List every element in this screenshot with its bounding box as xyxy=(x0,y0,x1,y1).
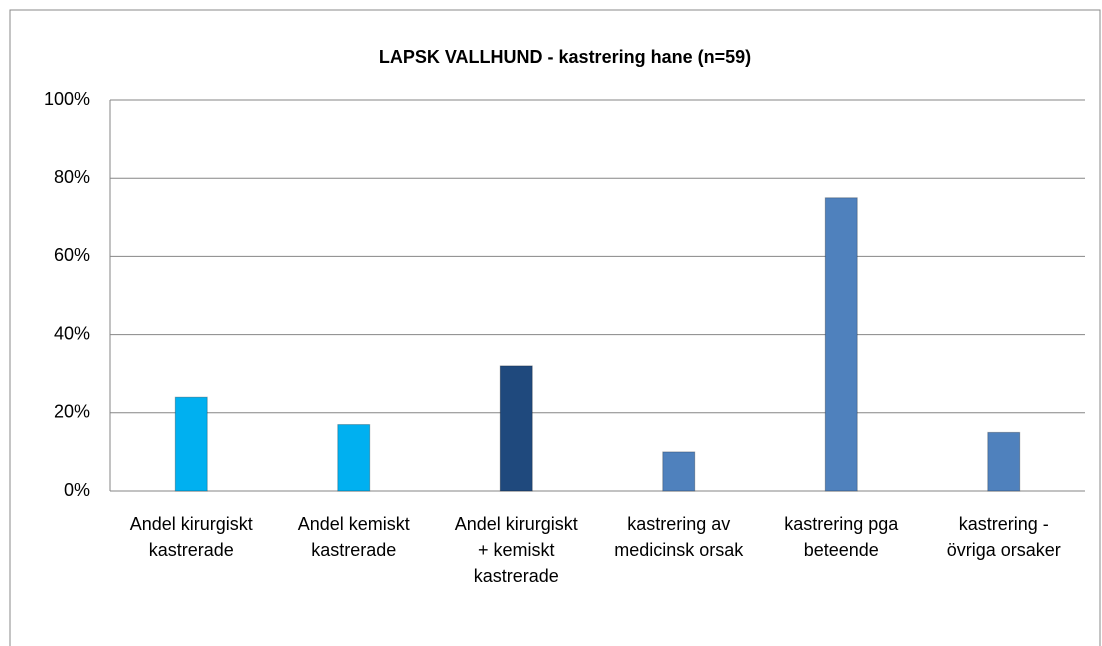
chart-title: LAPSK VALLHUND - kastrering hane (n=59) xyxy=(379,47,751,67)
y-tick-label: 20% xyxy=(54,402,90,422)
y-tick-label: 60% xyxy=(54,245,90,265)
bar xyxy=(337,424,371,492)
y-tick-label: 100% xyxy=(44,89,90,109)
y-tick-label: 40% xyxy=(54,323,90,343)
bar xyxy=(662,451,696,492)
x-tick-label: Andel kemiskt kastrerade xyxy=(297,514,410,560)
x-tick-label: Andel kirurgiskt + kemiskt kastrerade xyxy=(454,514,578,586)
bar xyxy=(987,431,1021,492)
y-tick-label: 80% xyxy=(54,167,90,187)
chart-frame xyxy=(9,9,1101,646)
bar xyxy=(824,197,858,492)
x-tick-label: kastrering pga beteende xyxy=(784,514,899,560)
y-tick-label: 0% xyxy=(64,480,90,500)
bar xyxy=(499,365,533,492)
x-tick-label: kastrering - övriga orsaker xyxy=(946,514,1061,560)
x-tick-label: kastrering av medicinsk orsak xyxy=(614,514,744,560)
x-tick-label: Andel kirurgiskt kastrerade xyxy=(129,514,253,560)
bar xyxy=(174,396,208,492)
